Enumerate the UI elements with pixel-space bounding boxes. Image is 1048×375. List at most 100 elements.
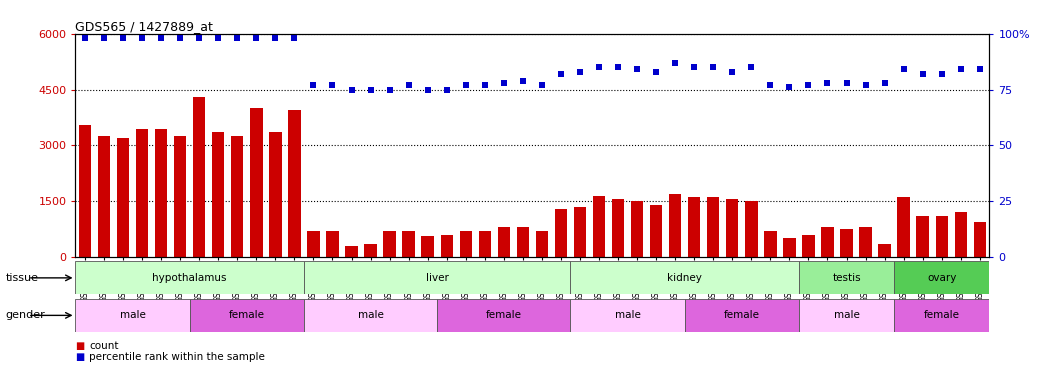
Bar — [803, 235, 814, 257]
Point — [820, 80, 836, 86]
Point — [610, 64, 627, 70]
Bar — [726, 199, 739, 257]
Point — [552, 71, 569, 77]
Text: male: male — [833, 310, 859, 320]
Bar — [650, 205, 662, 257]
Bar — [460, 231, 472, 257]
Bar — [190, 299, 304, 332]
Text: male: male — [614, 310, 640, 320]
Bar — [155, 129, 168, 257]
Text: female: female — [923, 310, 960, 320]
Bar — [365, 244, 376, 257]
Point — [934, 71, 951, 77]
Point — [724, 69, 741, 75]
Bar — [250, 108, 262, 257]
Bar — [840, 229, 853, 257]
Bar — [974, 222, 986, 257]
Bar — [402, 231, 415, 257]
Bar — [326, 231, 339, 257]
Bar — [570, 261, 799, 294]
Point — [685, 64, 702, 70]
Point — [971, 66, 988, 72]
Point — [533, 82, 550, 88]
Bar — [97, 136, 110, 257]
Point — [496, 80, 512, 86]
Bar — [304, 261, 570, 294]
Bar — [669, 194, 681, 257]
Point — [895, 66, 912, 72]
Point — [343, 87, 359, 93]
Point — [248, 35, 265, 41]
Text: count: count — [89, 341, 118, 351]
Text: female: female — [486, 310, 522, 320]
Point — [914, 71, 931, 77]
Bar — [517, 227, 529, 257]
Bar — [745, 201, 758, 257]
Point — [381, 87, 398, 93]
Text: liver: liver — [425, 273, 449, 283]
Bar — [307, 231, 320, 257]
Bar — [174, 136, 187, 257]
Text: ■: ■ — [75, 341, 85, 351]
Point — [191, 35, 208, 41]
Point — [134, 35, 151, 41]
Bar — [75, 261, 304, 294]
Point — [515, 78, 531, 84]
Bar — [212, 132, 224, 257]
Point — [114, 35, 131, 41]
Text: male: male — [357, 310, 384, 320]
Text: hypothalamus: hypothalamus — [152, 273, 227, 283]
Bar — [894, 299, 989, 332]
Point — [571, 69, 588, 75]
Point — [95, 35, 112, 41]
Text: gender: gender — [5, 310, 45, 320]
Text: tissue: tissue — [5, 273, 38, 283]
Bar — [384, 231, 396, 257]
Bar — [897, 197, 910, 257]
Bar — [878, 244, 891, 257]
Point — [457, 82, 474, 88]
Point — [172, 35, 189, 41]
Point — [781, 84, 798, 90]
Bar — [498, 227, 510, 257]
Bar — [421, 236, 434, 257]
Point — [305, 82, 322, 88]
Bar — [574, 207, 586, 257]
Text: ■: ■ — [75, 352, 85, 362]
Text: GDS565 / 1427889_at: GDS565 / 1427889_at — [75, 20, 214, 33]
Bar — [79, 125, 91, 257]
Bar — [859, 227, 872, 257]
Bar — [684, 299, 799, 332]
Bar — [822, 227, 833, 257]
Point — [953, 66, 969, 72]
Bar — [799, 261, 894, 294]
Point — [876, 80, 893, 86]
Bar — [304, 299, 437, 332]
Bar — [288, 110, 301, 257]
Bar — [117, 138, 129, 257]
Point — [77, 35, 93, 41]
Point — [857, 82, 874, 88]
Point — [800, 82, 816, 88]
Bar — [536, 231, 548, 257]
Text: ovary: ovary — [927, 273, 957, 283]
Text: kidney: kidney — [668, 273, 702, 283]
Point — [286, 35, 303, 41]
Bar — [136, 129, 148, 257]
Point — [667, 60, 683, 66]
Bar — [570, 299, 684, 332]
Bar — [437, 299, 570, 332]
Point — [629, 66, 646, 72]
Point — [210, 35, 226, 41]
Point — [648, 69, 664, 75]
Bar — [612, 199, 625, 257]
Point — [838, 80, 855, 86]
Point — [324, 82, 341, 88]
Point — [762, 82, 779, 88]
Bar — [917, 216, 929, 257]
Point — [477, 82, 494, 88]
Bar — [689, 197, 700, 257]
Bar — [232, 136, 243, 257]
Point — [153, 35, 170, 41]
Bar — [346, 246, 357, 257]
